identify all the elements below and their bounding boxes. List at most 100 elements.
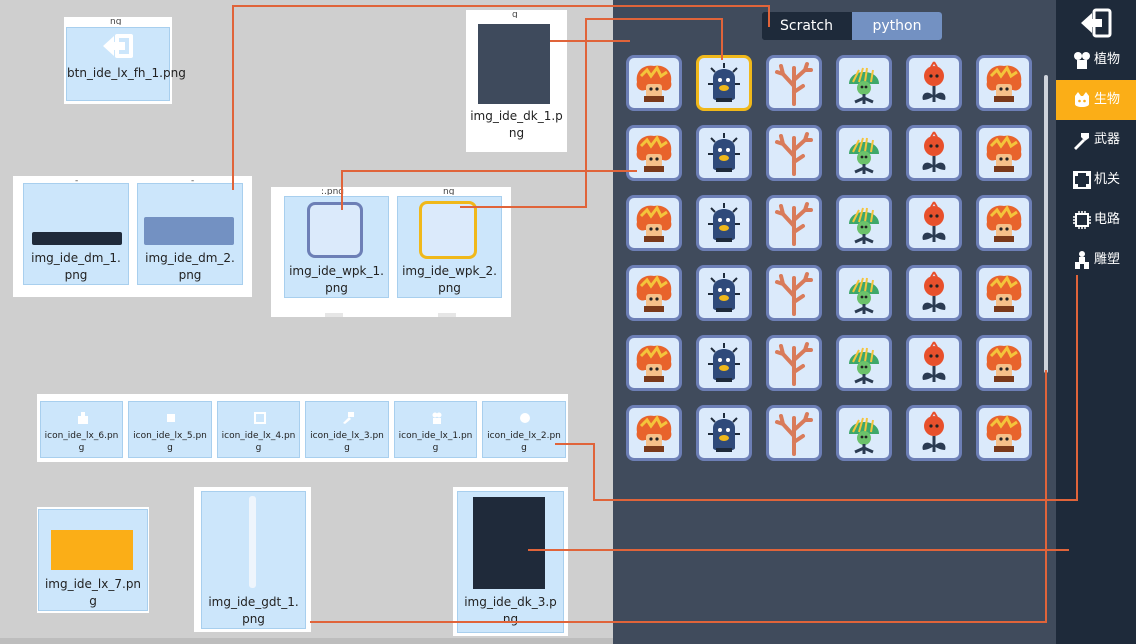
asset-tile[interactable]: icon_ide_lx_6.png [40, 401, 123, 458]
grid-cell[interactable] [766, 55, 822, 111]
tab-scratch[interactable]: Scratch [762, 12, 851, 40]
sidebar-item[interactable]: 生物 [1056, 80, 1136, 120]
asset-filename: img_ide_wpk_2.png [402, 264, 497, 295]
flower-creature-icon [629, 408, 679, 458]
grid-cell[interactable] [976, 195, 1032, 251]
asset-tile[interactable]: img_ide_wpk_2.png [397, 196, 502, 298]
creature-icon [1075, 92, 1089, 107]
sidebar-item[interactable]: 机关 [1056, 160, 1136, 200]
grid-cell[interactable] [696, 195, 752, 251]
asset-tile[interactable]: img_ide_dm_1.png [23, 183, 129, 285]
asset-tile[interactable]: icon_ide_lx_2.png [482, 401, 566, 458]
sidebar-item[interactable]: 植物 [1056, 40, 1136, 80]
grid-cell[interactable] [906, 195, 962, 251]
grid-cell[interactable] [976, 265, 1032, 321]
orange-swatch [51, 530, 133, 570]
grid-cell[interactable] [976, 125, 1032, 181]
grid-cell[interactable] [696, 405, 752, 461]
asset-filename: img_ide_dm_1.png [31, 251, 121, 282]
grid-cell[interactable] [766, 335, 822, 391]
asset-tile[interactable]: img_ide_gdt_1.png [201, 491, 306, 629]
grid-cell[interactable] [696, 125, 752, 181]
fern-plant-icon [839, 408, 889, 458]
asset-tile[interactable]: img_ide_dk_3.png [457, 491, 564, 633]
fern-plant-icon [839, 128, 889, 178]
asset-filename: icon_ide_lx_2.png [487, 431, 561, 453]
dark-panel-swatch[interactable] [478, 24, 550, 104]
red-bulb-plant-icon [909, 128, 959, 178]
grid-cell[interactable] [696, 335, 752, 391]
sidebar-item[interactable]: 雕塑 [1056, 240, 1136, 280]
tab-python[interactable]: python [852, 12, 942, 40]
red-bulb-plant-icon [909, 58, 959, 108]
grid-cell[interactable] [626, 55, 682, 111]
grid-cell[interactable] [626, 265, 682, 321]
grid-cell[interactable] [906, 405, 962, 461]
grid-cell[interactable] [976, 55, 1032, 111]
grid-cell[interactable] [906, 335, 962, 391]
asset-card-dk-1: g img_ide_dk_1.png [466, 10, 567, 152]
circuit-icon [167, 414, 175, 422]
grid-cell[interactable] [766, 195, 822, 251]
asset-card-gdt: img_ide_gdt_1.png [194, 487, 311, 632]
asset-tile[interactable]: img_ide_lx_7.png [38, 509, 148, 611]
plant-icon [1074, 52, 1090, 69]
red-bulb-plant-icon [909, 268, 959, 318]
sidebar-item[interactable]: 武器 [1056, 120, 1136, 160]
grid-cell[interactable] [906, 265, 962, 321]
exit-icon[interactable] [1080, 8, 1112, 38]
grid-cell[interactable] [976, 335, 1032, 391]
grid-cell[interactable] [626, 335, 682, 391]
grid-cell[interactable] [836, 55, 892, 111]
grid-cell[interactable] [696, 265, 752, 321]
grid-cell[interactable] [626, 405, 682, 461]
sidebar-item[interactable]: 电路 [1056, 200, 1136, 240]
grid-cell[interactable] [906, 125, 962, 181]
plant-icon [432, 412, 442, 424]
asset-tile[interactable]: icon_ide_lx_1.png [394, 401, 477, 458]
asset-tile[interactable]: img_ide_wpk_1.png [284, 196, 389, 298]
flower-creature-icon [979, 58, 1029, 108]
red-bulb-plant-icon [909, 198, 959, 248]
red-bulb-plant-icon [909, 408, 959, 458]
grid-cell[interactable] [836, 265, 892, 321]
grid-cell[interactable] [836, 405, 892, 461]
grid-scrollbar[interactable] [1044, 75, 1048, 373]
cactus-creature-icon [699, 408, 749, 458]
grid-cell[interactable] [906, 55, 962, 111]
asset-tile[interactable]: icon_ide_lx_3.png [305, 401, 389, 458]
fern-plant-icon [839, 338, 889, 388]
grid-cell[interactable] [626, 195, 682, 251]
grid-cell[interactable] [976, 405, 1032, 461]
grid-cell[interactable] [836, 125, 892, 181]
coral-plant-icon [769, 338, 819, 388]
flower-creature-icon [979, 268, 1029, 318]
grid-cell[interactable] [626, 125, 682, 181]
grid-cell[interactable] [766, 405, 822, 461]
item-grid-panel: Scratch python [613, 0, 1056, 644]
sidebar-item-label: 植物 [1094, 52, 1121, 67]
flower-creature-icon [629, 58, 679, 108]
asset-tile[interactable]: icon_ide_lx_5.png [128, 401, 212, 458]
grid-cell[interactable] [836, 195, 892, 251]
sidebar-item-label: 机关 [1094, 172, 1121, 187]
circuit-icon [1073, 211, 1091, 229]
grid-cell[interactable] [766, 265, 822, 321]
flower-creature-icon [629, 338, 679, 388]
asset-filename: icon_ide_lx_1.png [398, 431, 473, 453]
coral-plant-icon [769, 128, 819, 178]
asset-tile[interactable]: btn_ide_lx_fh_1.png [66, 27, 186, 101]
grid-cell[interactable] [766, 125, 822, 181]
grid-cell[interactable] [836, 335, 892, 391]
fern-plant-icon [839, 58, 889, 108]
grid-cell[interactable] [696, 55, 752, 111]
asset-card-dm: - - img_ide_dm_1.png img_ide_dm_2.png [13, 176, 252, 297]
slot-frame-blue [307, 202, 363, 258]
cactus-creature-icon [699, 268, 749, 318]
asset-filename: btn_ide_lx_fh_1.png [67, 66, 186, 80]
weapon-icon [1074, 133, 1089, 150]
asset-tile[interactable]: img_ide_dm_2.png [137, 183, 243, 285]
flower-creature-icon [979, 338, 1029, 388]
sidebar-item-label: 电路 [1094, 212, 1121, 227]
asset-tile[interactable]: icon_ide_lx_4.png [217, 401, 300, 458]
